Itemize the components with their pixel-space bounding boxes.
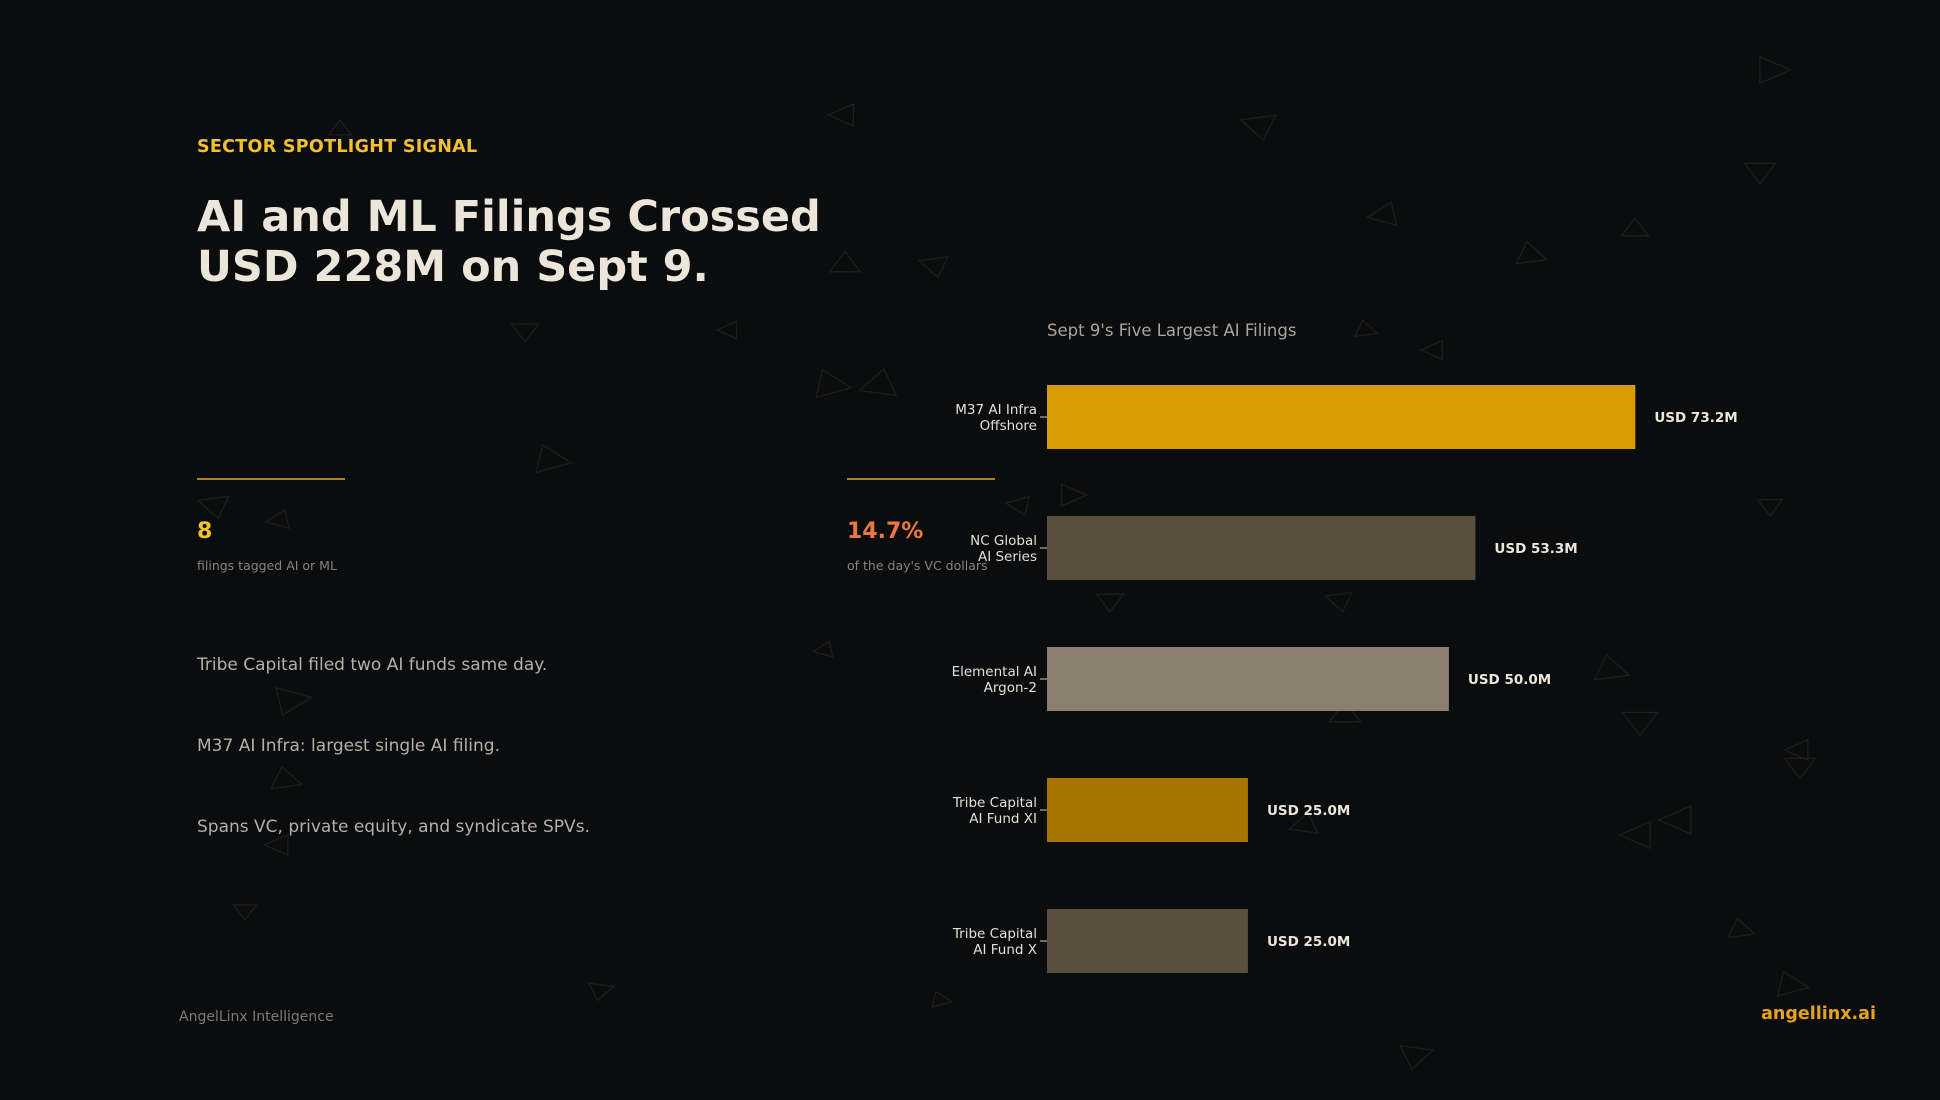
- stat-filing-count: 8 filings tagged AI or ML: [197, 478, 345, 573]
- decor-triangle: [1620, 217, 1650, 237]
- decor-triangle: [275, 686, 313, 717]
- bar-value-label: USD 53.3M: [1494, 541, 1577, 557]
- decor-triangle: [931, 990, 954, 1008]
- bar-value-label: USD 25.0M: [1267, 803, 1350, 819]
- footer-brand: AngelLinx Intelligence: [179, 1009, 334, 1025]
- decor-triangle: [1776, 970, 1811, 997]
- decor-triangle: [535, 443, 573, 474]
- decor-triangle: [826, 103, 855, 127]
- category-label: M37 AI Infra Offshore: [955, 402, 1037, 434]
- decor-triangle: [1323, 591, 1354, 613]
- insight-list: Tribe Capital filed two AI funds same da…: [197, 655, 590, 898]
- bar-group: M37 AI Infra Offshore USD 73.2M: [955, 385, 1738, 449]
- decor-triangle: [587, 982, 615, 1002]
- insight-item: Spans VC, private equity, and syndicate …: [197, 817, 590, 837]
- category-label: Elemental AI Argon-2: [952, 664, 1037, 696]
- decor-triangle: [1353, 319, 1379, 338]
- decor-triangle: [1239, 114, 1277, 142]
- decor-triangle: [1515, 240, 1549, 265]
- decor-triangle: [815, 368, 853, 399]
- stat-caption: filings tagged AI or ML: [197, 558, 337, 573]
- stat-divider: [847, 478, 995, 480]
- decor-triangle: [1759, 55, 1793, 85]
- bar: [1047, 647, 1449, 711]
- category-label: NC Global AI Series: [970, 533, 1037, 565]
- bar: [1047, 516, 1476, 580]
- bar: [1047, 909, 1248, 973]
- bar-group: Elemental AI Argon-2 USD 50.0M: [952, 647, 1551, 711]
- decor-triangle: [858, 367, 898, 397]
- chart-title: Sept 9's Five Largest AI Filings: [1047, 321, 1296, 340]
- decor-triangle: [917, 256, 950, 279]
- bar-group: NC Global AI Series USD 53.3M: [970, 516, 1578, 580]
- decor-triangle: [1287, 811, 1320, 834]
- decor-triangle: [1783, 757, 1817, 780]
- bar-value-label: USD 50.0M: [1468, 672, 1551, 688]
- stat-caption: of the day's VC dollars: [847, 558, 988, 573]
- headline: AI and ML Filings Crossed USD 228M on Se…: [197, 192, 821, 292]
- decor-triangle: [510, 323, 540, 343]
- decor-triangle: [828, 250, 862, 273]
- decor-triangle: [1095, 593, 1125, 613]
- decor-triangle: [1399, 1044, 1435, 1071]
- decor-triangle: [1004, 495, 1031, 517]
- eyebrow-label: SECTOR SPOTLIGHT SIGNAL: [197, 137, 478, 157]
- decor-triangle: [1743, 162, 1777, 185]
- decor-triangle: [811, 640, 834, 658]
- stat-divider: [197, 478, 345, 480]
- decor-triangle: [1365, 201, 1398, 227]
- decor-triangle: [1726, 917, 1757, 939]
- bar-value-label: USD 73.2M: [1654, 410, 1737, 426]
- decor-triangle: [264, 508, 291, 530]
- bar: [1047, 385, 1636, 449]
- category-label: Tribe Capital AI Fund XI: [952, 795, 1037, 827]
- decor-triangle: [1328, 700, 1362, 723]
- bar-group: Tribe Capital AI Fund XI USD 25.0M: [952, 778, 1350, 842]
- bar-group: Tribe Capital AI Fund X USD 25.0M: [952, 909, 1350, 973]
- decor-triangle: [232, 904, 258, 921]
- decor-triangle: [1418, 339, 1443, 361]
- decor-triangle: [327, 119, 353, 136]
- stat-value: 14.7%: [847, 519, 924, 544]
- decor-triangle: [715, 320, 738, 340]
- decor-triangle: [1756, 498, 1784, 517]
- stat-value: 8: [197, 519, 213, 544]
- decor-triangle: [1656, 805, 1692, 835]
- decor-triangle: [1782, 738, 1809, 762]
- insight-item: Tribe Capital filed two AI funds same da…: [197, 655, 548, 675]
- decor-triangle: [196, 495, 230, 520]
- decor-triangle: [1620, 711, 1660, 737]
- decor-triangle: [1617, 820, 1651, 850]
- stat-vc-share: 14.7% of the day's VC dollars: [847, 478, 995, 573]
- decor-triangle: [1060, 483, 1089, 507]
- bar-value-label: USD 25.0M: [1267, 934, 1350, 950]
- footer-site-link[interactable]: angellinx.ai: [1761, 1004, 1876, 1024]
- bar: [1047, 778, 1248, 842]
- decor-triangle: [270, 765, 304, 790]
- decor-triangle: [1593, 653, 1631, 681]
- decor-triangle: [262, 833, 289, 857]
- insight-item: M37 AI Infra: largest single AI filing.: [197, 736, 500, 756]
- category-label: Tribe Capital AI Fund X: [952, 926, 1037, 958]
